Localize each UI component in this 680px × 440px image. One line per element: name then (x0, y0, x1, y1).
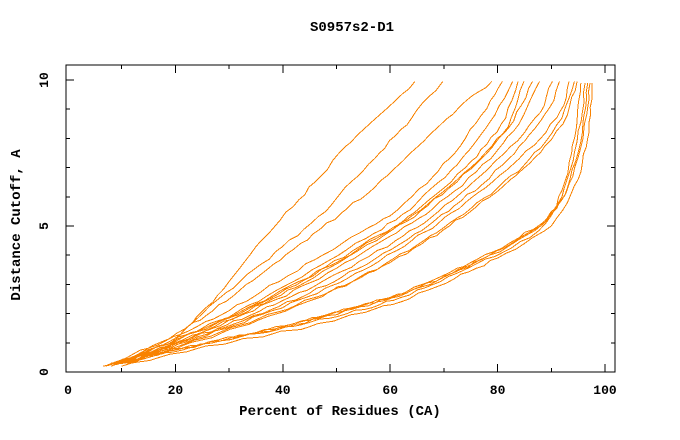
curve-model-08 (116, 81, 533, 364)
x-tick-label: 40 (275, 383, 291, 398)
curve-model-11 (121, 81, 560, 364)
curve-model-03 (118, 81, 493, 364)
axis-ticks (66, 65, 615, 372)
y-axis-label: Distance Cutoff, A (9, 149, 25, 301)
curve-model-12 (124, 81, 570, 364)
chart-title: S0957s2-D1 (310, 20, 394, 36)
x-tick-label: 0 (64, 383, 72, 398)
curve-model-07 (116, 81, 525, 365)
x-tick-label: 100 (593, 383, 617, 398)
curve-model-09 (118, 81, 540, 364)
y-tick-label: 5 (37, 222, 52, 230)
curve-model-01 (110, 81, 416, 364)
curve-model-17 (110, 82, 589, 367)
x-tick-label: 80 (490, 383, 506, 398)
y-tick-label: 10 (37, 72, 52, 88)
curve-model-18 (116, 82, 591, 366)
curve-model-06 (113, 81, 519, 364)
x-tick-label: 60 (382, 383, 398, 398)
tick-labels: 0 20 40 60 80 100 0 5 10 (37, 72, 617, 398)
model-curves (102, 81, 593, 367)
curve-model-04 (108, 81, 503, 366)
curve-model-16 (105, 82, 586, 367)
curve-model-14 (129, 81, 578, 363)
plot-border (65, 64, 616, 373)
curve-model-02 (116, 81, 444, 364)
x-tick-label: 20 (168, 383, 184, 398)
x-axis-label: Percent of Residues (CA) (239, 404, 441, 420)
curve-model-10 (121, 81, 553, 364)
curve-model-13 (127, 81, 575, 364)
curve-model-19 (121, 82, 593, 367)
y-tick-label: 0 (37, 368, 52, 376)
